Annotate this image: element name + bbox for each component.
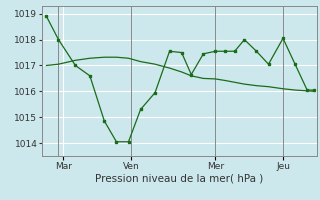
X-axis label: Pression niveau de la mer( hPa ): Pression niveau de la mer( hPa ) [95, 173, 263, 183]
